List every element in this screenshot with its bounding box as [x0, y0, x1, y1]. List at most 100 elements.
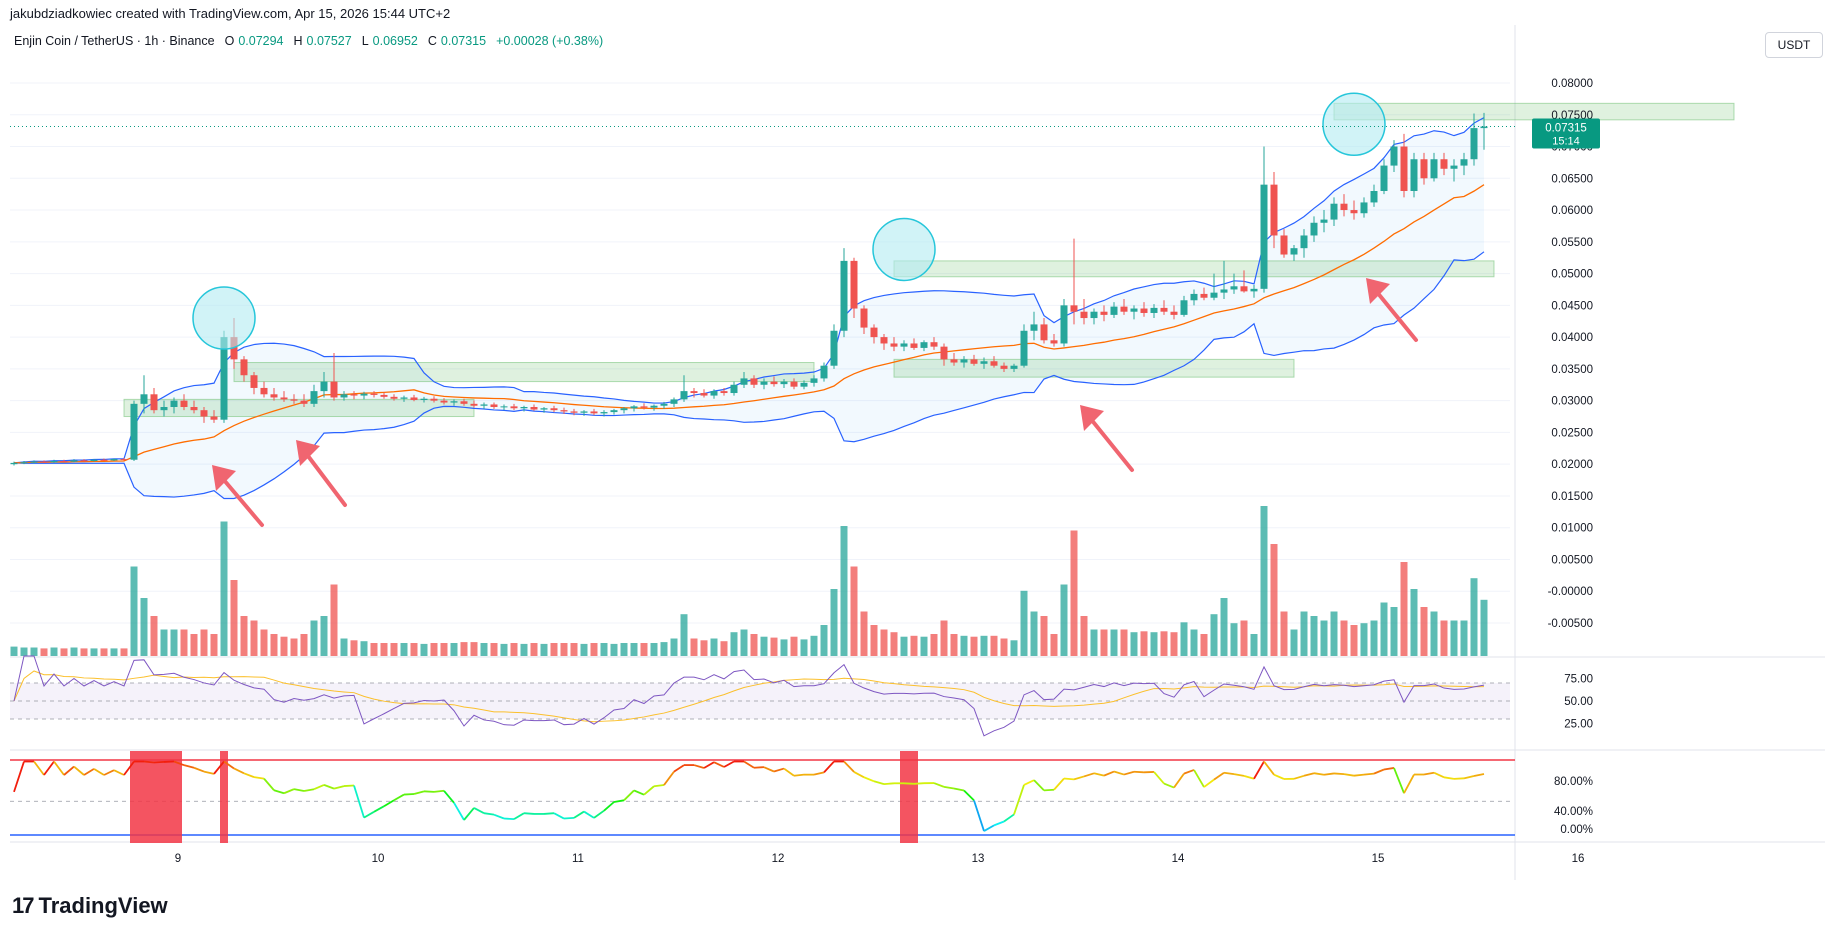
candle-body: [310, 391, 318, 404]
candle-body: [1090, 311, 1098, 319]
candle-body: [590, 411, 598, 414]
annotation-arrow: [1370, 284, 1418, 342]
osc-segment: [1083, 772, 1095, 778]
osc-segment: [643, 785, 655, 796]
close-label: C: [427, 34, 437, 48]
volume-bar: [900, 636, 908, 656]
osc-segment: [1203, 778, 1215, 788]
time-tick-label: 11: [572, 853, 584, 865]
volume-bar: [310, 620, 318, 656]
volume-bar: [1360, 623, 1368, 656]
symbol-name[interactable]: Enjin Coin / TetherUS · 1h · Binance: [14, 34, 215, 48]
candle-body: [610, 410, 618, 413]
volume-bar: [40, 648, 48, 656]
candle-body: [350, 394, 358, 396]
candle-body: [10, 462, 18, 465]
osc-segment: [483, 812, 495, 816]
candle-body: [550, 408, 558, 411]
candle-body: [70, 460, 78, 462]
osc-segment: [1013, 784, 1025, 815]
candle-body: [520, 407, 528, 409]
candle-body: [940, 346, 948, 360]
osc-segment: [693, 764, 705, 769]
candle-body: [1120, 306, 1128, 312]
price-tick-label: 0.05000: [1551, 269, 1593, 281]
volume-bar: [1280, 611, 1288, 656]
candle-body: [1180, 300, 1188, 315]
osc-segment: [293, 788, 305, 792]
candle-body: [720, 391, 728, 394]
volume-bar: [510, 643, 518, 656]
volume-bar: [410, 643, 418, 656]
candle-body: [1110, 306, 1118, 315]
price-tick-label: 0.03500: [1551, 364, 1593, 376]
volume-bar: [780, 639, 788, 656]
open-label: O: [224, 34, 235, 48]
volume-bar: [100, 648, 108, 656]
volume-bar: [530, 643, 538, 656]
volume-bar: [250, 620, 258, 656]
volume-bar: [20, 647, 28, 656]
price-tick-label: 0.01500: [1551, 491, 1593, 503]
candle-body: [380, 394, 388, 397]
volume-bar: [360, 641, 368, 656]
osc-segment: [193, 766, 205, 773]
osc-segment: [233, 767, 245, 775]
volume-bar: [1440, 620, 1448, 656]
osc-segment: [433, 789, 445, 793]
candle-body: [1310, 222, 1318, 236]
candle-body: [990, 361, 998, 366]
osc-segment: [1063, 777, 1075, 781]
candle-body: [40, 461, 48, 463]
volume-bar: [30, 647, 38, 656]
osc-segment: [1153, 771, 1165, 785]
candle-body: [300, 400, 308, 404]
osc-segment: [853, 771, 865, 779]
osc-segment: [313, 784, 325, 791]
candle-body: [1040, 324, 1048, 341]
candle-body: [760, 381, 768, 385]
volume-bar: [750, 634, 758, 656]
osc-segment: [873, 780, 885, 785]
osc-segment: [183, 764, 195, 769]
candle-body: [250, 375, 258, 388]
candle-body: [260, 387, 268, 395]
osc-segment: [1433, 771, 1445, 779]
volume-bar: [800, 639, 808, 656]
osc-segment: [513, 812, 525, 820]
osc-segment: [273, 789, 285, 795]
volume-bar: [1370, 620, 1378, 656]
candle-body: [910, 343, 918, 348]
volume-bar: [930, 634, 938, 656]
candle-body: [460, 401, 468, 404]
volume-bar: [430, 643, 438, 656]
volume-bar: [520, 643, 528, 656]
osc-segment: [353, 785, 365, 818]
candle-body: [440, 400, 448, 403]
volume-bar: [550, 643, 558, 656]
time-tick-label: 15: [1372, 853, 1385, 865]
volume-bar: [1400, 562, 1408, 656]
price-tick-label: 0.01000: [1551, 523, 1593, 535]
candle-body: [390, 396, 398, 399]
osc-segment: [813, 771, 825, 776]
brand-name: TradingView: [38, 893, 168, 918]
candle-body: [190, 407, 198, 411]
osc-segment: [1393, 767, 1405, 794]
volume-bar: [10, 646, 18, 656]
candle-body: [1430, 159, 1438, 179]
osc-segment: [553, 812, 565, 820]
osc-segment: [1453, 777, 1465, 780]
close-value: 0.07315: [440, 34, 487, 48]
candle-body: [560, 410, 568, 412]
osc-segment: [713, 761, 725, 768]
candle-body: [1350, 210, 1358, 214]
currency-button[interactable]: USDT: [1765, 32, 1823, 58]
volume-bar: [440, 643, 448, 656]
candle-body: [230, 337, 238, 360]
volume-bar: [1390, 607, 1398, 656]
candle-body: [900, 343, 908, 347]
candle-body: [870, 327, 878, 338]
osc-segment: [1383, 767, 1395, 771]
